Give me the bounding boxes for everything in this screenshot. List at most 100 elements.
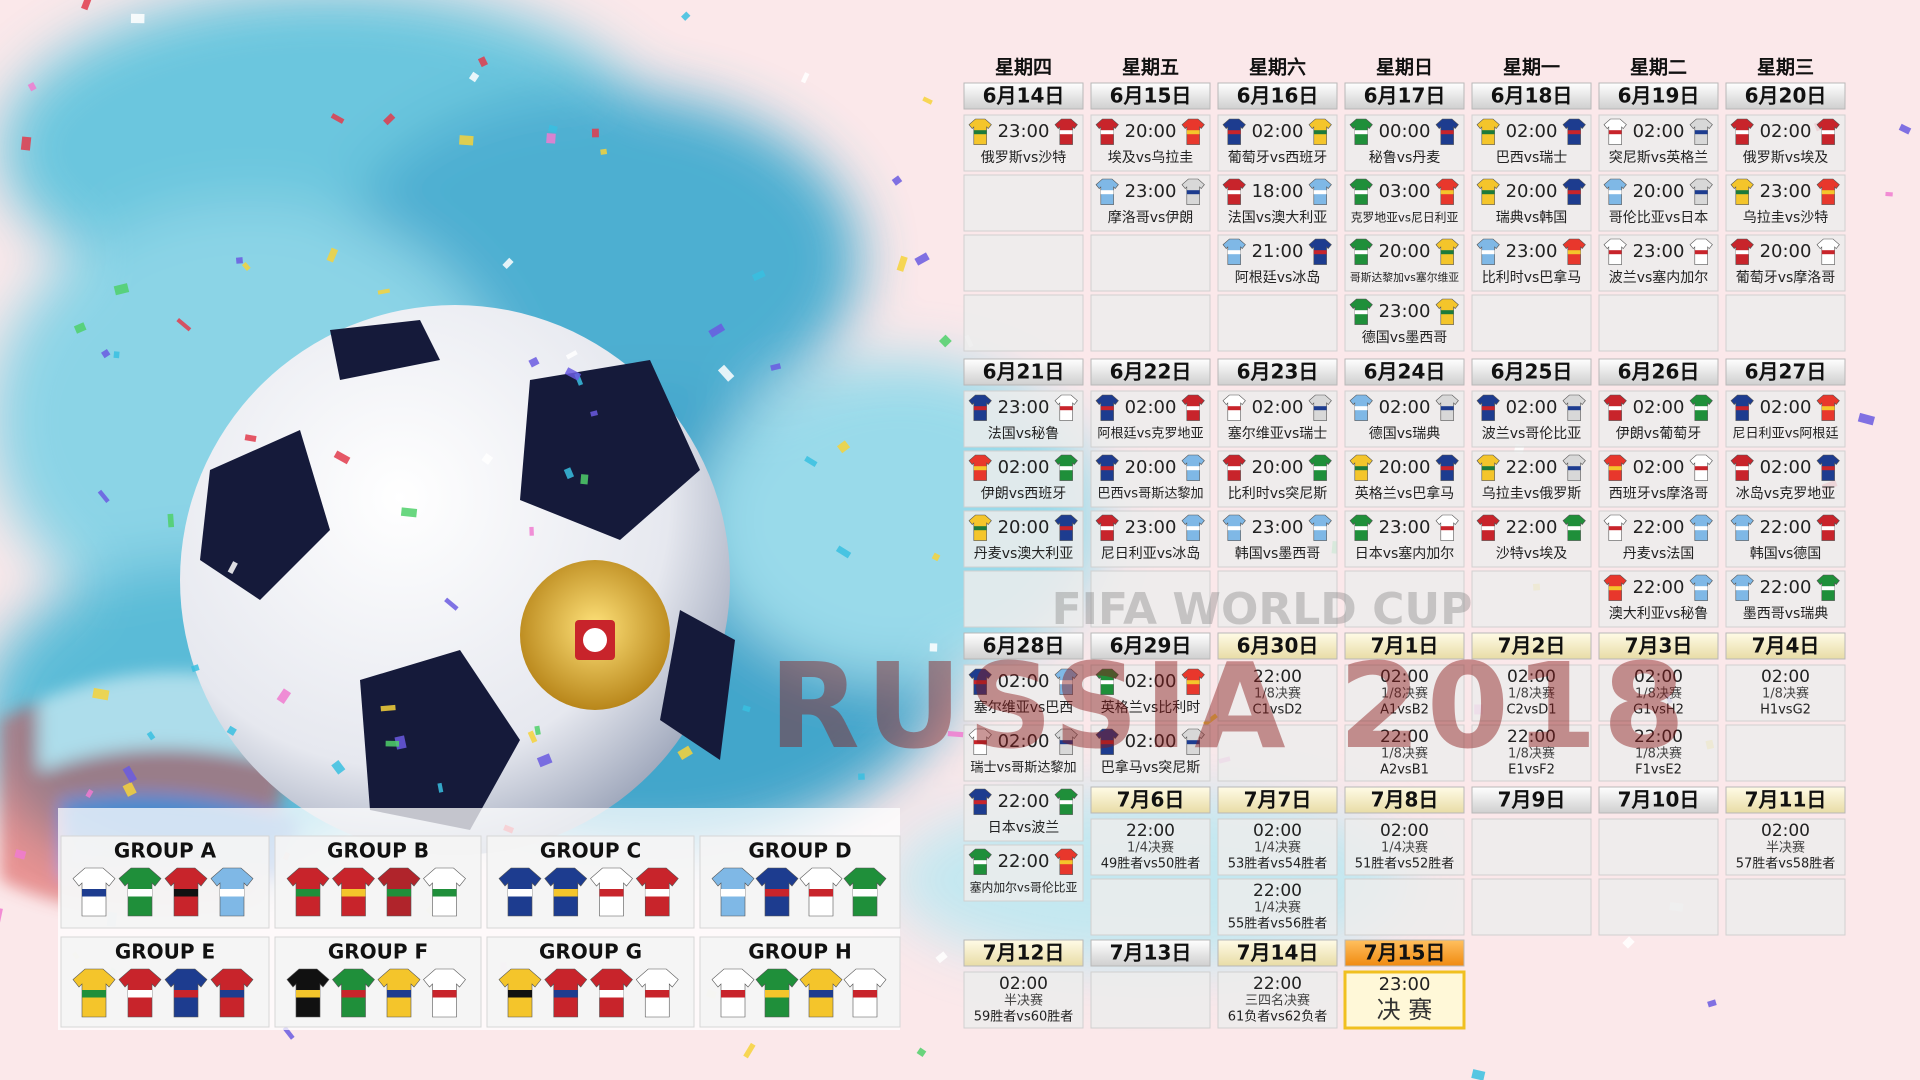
jersey-stripe [1186, 406, 1200, 411]
match-time: 23:00 [1252, 517, 1304, 538]
empty-cell [1598, 294, 1719, 352]
confetti-piece [914, 252, 930, 266]
confetti-piece [400, 507, 418, 518]
empty-cell [1725, 294, 1846, 352]
jersey-stripe [432, 889, 457, 897]
match-time: 02:00 [1760, 121, 1812, 142]
empty-cell [1471, 878, 1592, 936]
date-header-bg [1090, 358, 1211, 386]
match-teams: 英格兰vs比利时 [1101, 699, 1201, 716]
match-teams: 阿根廷vs克罗地亚 [1097, 426, 1203, 442]
confetti-piece [600, 148, 608, 155]
confetti-piece [565, 350, 578, 360]
empty-cell [1217, 570, 1338, 628]
jersey-stripe [1100, 740, 1114, 745]
watermark-title: FIFA WORLD CUP [1052, 584, 1473, 635]
match-time: 02:00 [1506, 397, 1558, 418]
jersey-stripe [1227, 466, 1241, 471]
jersey-stripe [1567, 466, 1581, 471]
confetti-piece [1622, 936, 1635, 949]
match-stage: 半决赛 [1004, 993, 1043, 1009]
match-cell [1343, 970, 1466, 1030]
groups-panel: GROUP A GROUP B GROUP C GROUP D GROUP E GROUP… [58, 808, 901, 1030]
date-header-bg [1598, 786, 1719, 814]
confetti-piece [73, 322, 87, 334]
match-time: 22:00 [1760, 517, 1812, 538]
jersey-stripe [599, 990, 624, 998]
match-time: 23:00 [1379, 517, 1431, 538]
empty-cell [1344, 570, 1465, 628]
jersey-stripe [1735, 250, 1749, 255]
match-teams: 49胜者vs50胜者 [1101, 857, 1201, 872]
match-time: 02:00 [998, 671, 1050, 692]
confetti-piece [226, 725, 237, 736]
jersey-stripe [1059, 800, 1073, 805]
group-title: GROUP B [327, 839, 429, 863]
match-time: 23:00 [998, 121, 1050, 142]
jersey-stripe [220, 990, 244, 998]
jersey-stripe [1354, 190, 1368, 195]
match-time: 22:00 [1506, 457, 1558, 478]
jersey-stripe [1354, 130, 1368, 135]
match-teams: 俄罗斯vs沙特 [981, 150, 1067, 166]
match-teams: 葡萄牙vs摩洛哥 [1736, 269, 1836, 286]
confetti-piece [1471, 1069, 1486, 1080]
match-teams: 摩洛哥vs伊朗 [1108, 209, 1194, 226]
match-time: 02:00 [1125, 731, 1177, 752]
empty-cell [1598, 878, 1719, 936]
confetti-piece [743, 1042, 756, 1059]
match-stage: 1/4决赛 [1127, 840, 1174, 856]
match-time: 20:00 [1252, 457, 1304, 478]
match-time: 23:00 [998, 397, 1050, 418]
match-time: 22:00 [1507, 727, 1556, 747]
confetti-piece [916, 1047, 927, 1058]
jersey-stripe [973, 740, 987, 745]
match-time: 02:00 [1761, 667, 1810, 687]
jersey-stripe [1481, 406, 1495, 411]
match-teams: 丹麦vs澳大利亚 [974, 546, 1074, 562]
match-teams: 乌拉圭vs沙特 [1743, 210, 1829, 226]
date-header: 6月30日 [1237, 634, 1319, 658]
confetti-piece [835, 545, 852, 559]
confetti-piece [27, 82, 37, 92]
jersey-stripe [1821, 130, 1835, 135]
date-header-bg [1090, 786, 1211, 814]
empty-cell [1217, 294, 1338, 352]
match-teams: 塞尔维亚vs巴西 [974, 699, 1074, 716]
match-teams: 克罗地亚vs尼日利亚 [1351, 211, 1459, 225]
match-teams: 塞尔维亚vs瑞士 [1228, 425, 1328, 442]
jersey-stripe [973, 680, 987, 685]
jersey-stripe [553, 990, 578, 998]
match-teams: 尼日利亚vs冰岛 [1101, 546, 1201, 562]
confetti-piece [1707, 999, 1717, 1008]
jersey-stripe [1735, 406, 1749, 411]
jersey-stripe [645, 889, 670, 897]
weekday-label: 星期六 [1249, 56, 1306, 79]
jersey-stripe [1735, 130, 1749, 135]
match-stage: 1/4决赛 [1254, 840, 1301, 856]
jersey-stripe [1481, 466, 1495, 471]
confetti-piece [529, 526, 534, 536]
match-teams: 57胜者vs58胜者 [1736, 857, 1836, 872]
jersey-stripe [1567, 406, 1581, 411]
confetti-piece [804, 455, 818, 467]
confetti-piece [146, 731, 156, 741]
empty-cell [963, 294, 1084, 352]
match-teams: 51胜者vs52胜者 [1355, 857, 1455, 872]
jersey-stripe [973, 130, 987, 135]
date-header-bg [1471, 632, 1592, 660]
confetti-piece [858, 773, 865, 780]
match-teams: 墨西哥vs瑞典 [1743, 606, 1829, 622]
jersey-stripe [721, 889, 745, 897]
jersey-stripe [1354, 466, 1368, 471]
match-time: 02:00 [1380, 821, 1429, 841]
match-time: 02:00 [1380, 667, 1429, 687]
match-time: 23:00 [1125, 181, 1177, 202]
match-teams: 法国vs秘鲁 [988, 426, 1060, 442]
jersey-stripe [1227, 250, 1241, 255]
match-teams: 哥斯达黎加vs塞尔维亚 [1350, 270, 1459, 284]
match-time: 23:00 [1379, 301, 1431, 322]
confetti-piece [14, 849, 27, 860]
empty-cell [963, 234, 1084, 292]
